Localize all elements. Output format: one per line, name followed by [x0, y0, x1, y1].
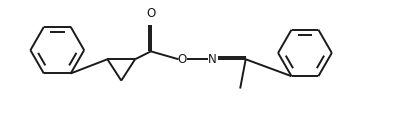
- Text: O: O: [178, 53, 187, 66]
- Text: N: N: [208, 53, 217, 66]
- Text: O: O: [146, 7, 156, 20]
